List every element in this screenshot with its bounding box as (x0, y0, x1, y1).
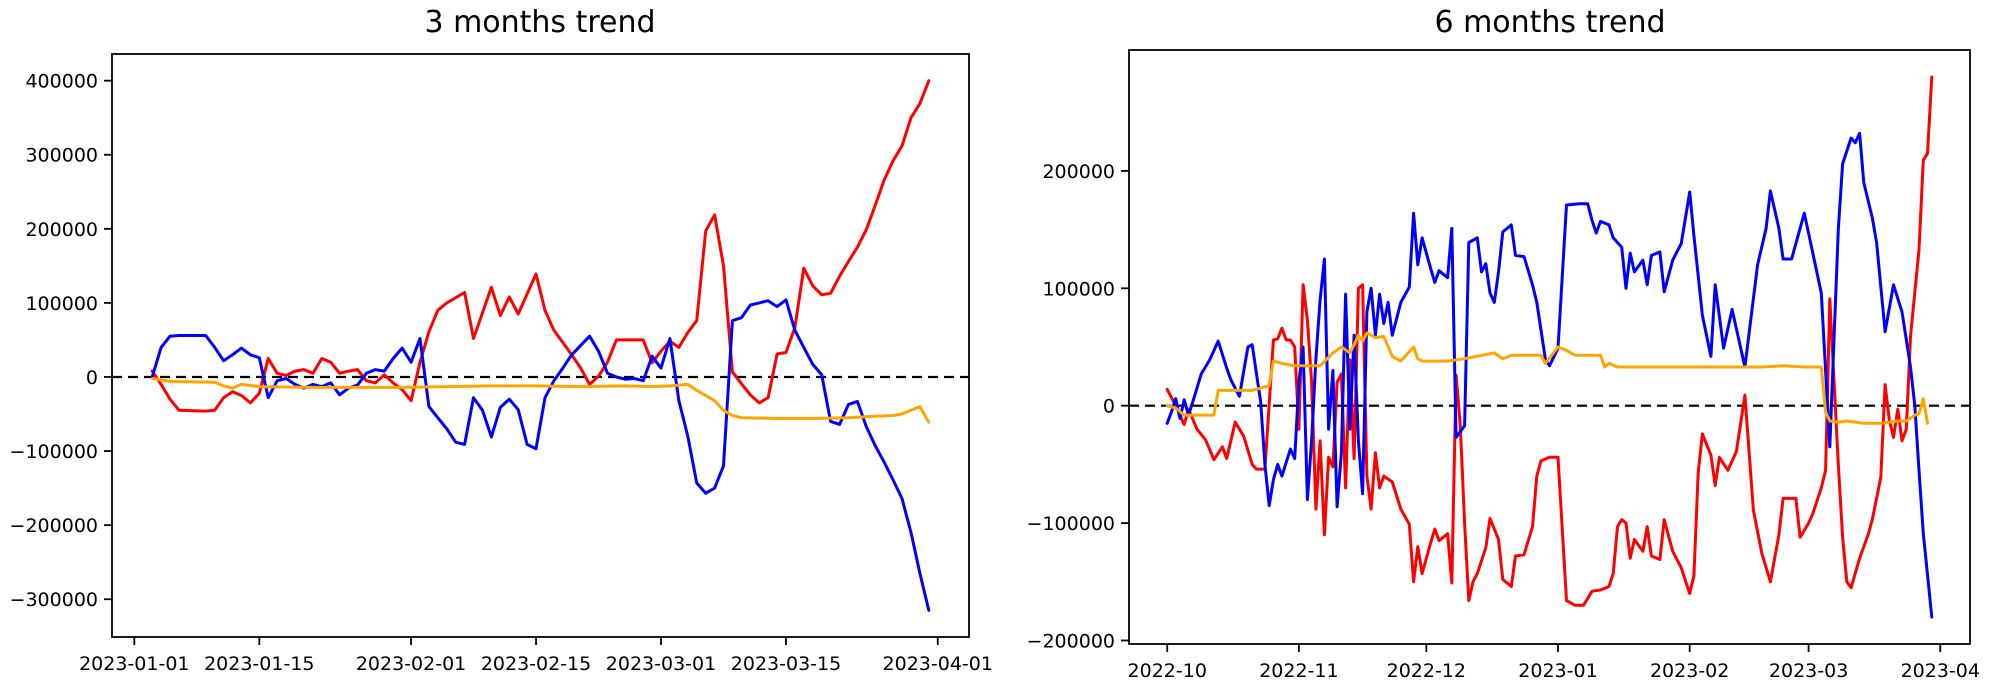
left-x-tick-label: 2023-02-15 (481, 653, 591, 675)
left-y-tick-label: −200000 (10, 515, 98, 537)
left-x-tick-label: 2023-01-01 (79, 653, 189, 675)
right-y-tick-label: −200000 (1027, 630, 1115, 652)
left-y-tick-label: 400000 (25, 71, 98, 93)
left-series-line-blue (150, 298, 931, 612)
right-x-tick-label: 2023-02 (1650, 660, 1729, 682)
right-y-tick-label: 0 (1103, 396, 1115, 418)
left-x-tick-label: 2023-03-15 (731, 653, 841, 675)
right-x-tick-label: 2022-10 (1128, 660, 1207, 682)
left-y-tick-label: 200000 (25, 219, 98, 241)
right-series-line-orange (1165, 331, 1929, 425)
left-y-tick-label: −300000 (10, 589, 98, 611)
right-x-tick-label: 2022-12 (1387, 660, 1466, 682)
right-axes-border (1128, 49, 1971, 645)
left-y-tick-label: 300000 (25, 145, 98, 167)
left-x-tick-label: 2023-04-01 (883, 653, 993, 675)
left-series-line-red (150, 79, 931, 413)
right-y-tick-label: 100000 (1042, 278, 1115, 300)
left-chart-title: 3 months trend (424, 5, 656, 40)
right-y-tick-label: −100000 (1027, 513, 1115, 535)
right-chart-title: 6 months trend (1434, 5, 1666, 40)
right-x-tick-label: 2022-11 (1259, 660, 1338, 682)
left-x-tick-label: 2023-01-15 (204, 653, 314, 675)
left-axes-border (111, 53, 970, 638)
left-y-tick-label: 100000 (25, 293, 98, 315)
left-series-line-orange (150, 377, 931, 424)
right-x-tick-label: 2023-01 (1518, 660, 1597, 682)
right-series-line-red (1165, 75, 1934, 607)
right-y-tick-label: 200000 (1042, 161, 1115, 183)
left-x-tick-label: 2023-02-01 (356, 653, 466, 675)
right-x-tick-label: 2023-04 (1901, 660, 1980, 682)
left-y-tick-label: −100000 (10, 441, 98, 463)
left-y-tick-label: 0 (86, 367, 98, 389)
right-series-line-blue (1165, 131, 1934, 619)
left-x-tick-label: 2023-03-01 (606, 653, 716, 675)
right-x-tick-label: 2023-03 (1769, 660, 1848, 682)
